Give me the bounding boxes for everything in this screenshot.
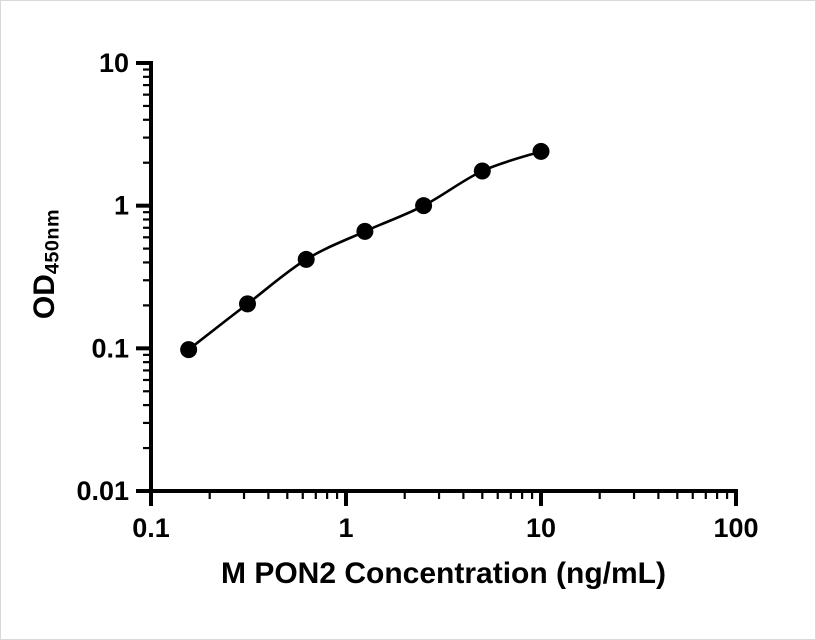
data-point: [356, 222, 374, 240]
data-point: [415, 197, 433, 215]
data-point: [473, 162, 491, 180]
y-tick-label: 0.01: [76, 476, 129, 506]
fit-curve: [187, 150, 542, 351]
data-point: [297, 250, 315, 268]
y-tick-label: 0.1: [91, 333, 129, 363]
y-axis-title: OD450nm: [22, 114, 68, 414]
x-tick-label: 10: [526, 513, 556, 543]
x-tick-label: 100: [713, 513, 758, 543]
y-axis-title-subscript: 450nm: [41, 208, 64, 275]
data-point: [180, 341, 198, 359]
y-tick-label: 10: [99, 48, 129, 78]
x-axis-title: M PON2 Concentration (ng/mL): [221, 557, 666, 590]
y-tick-label: 1: [114, 191, 129, 221]
data-point: [238, 295, 256, 313]
x-tick-label: 0.1: [132, 513, 170, 543]
x-tick-label: 1: [338, 513, 353, 543]
y-axis-title-main: OD: [28, 274, 61, 320]
data-point: [532, 142, 550, 160]
